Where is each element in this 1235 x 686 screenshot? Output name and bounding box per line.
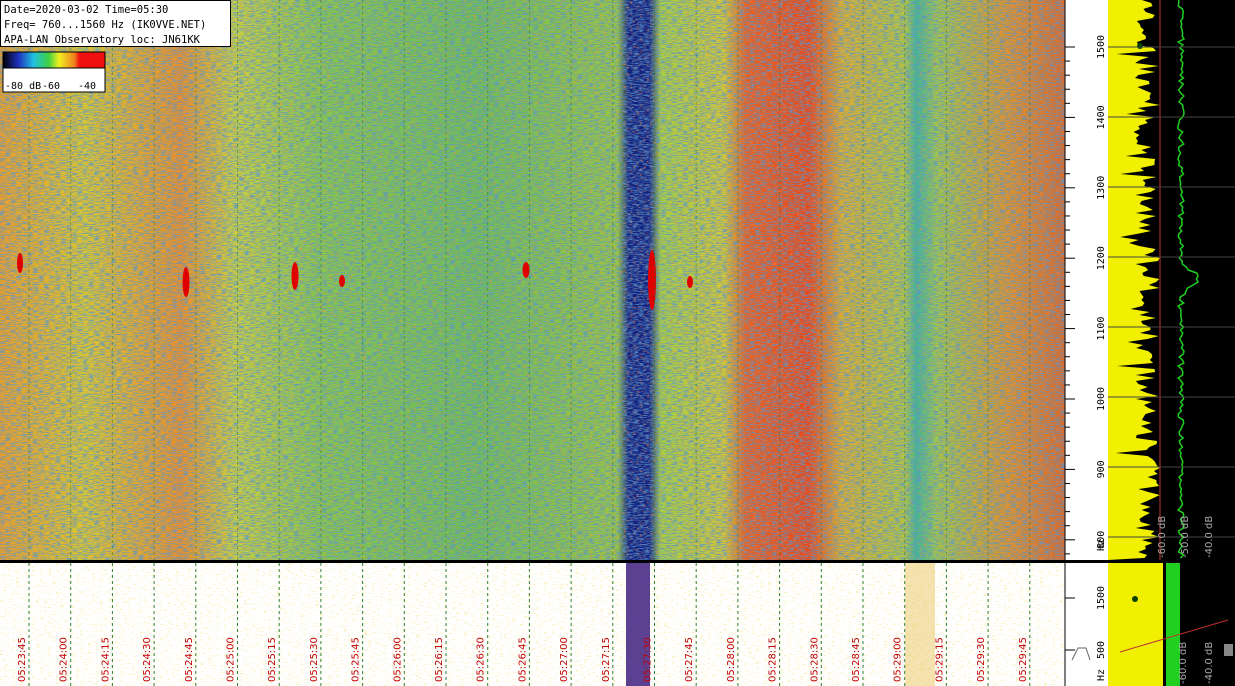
freq-unit: Hz bbox=[1096, 669, 1107, 681]
freq-tick-label: 1400 bbox=[1096, 105, 1107, 129]
meteor-echo bbox=[523, 262, 530, 278]
freq-tick-label: 900 bbox=[1096, 460, 1107, 478]
time-label: 05:29:30 bbox=[976, 637, 987, 682]
marker bbox=[1137, 43, 1143, 49]
info-line: APA-LAN Observatory loc: JN61KK bbox=[4, 34, 201, 46]
level-label: -60.0 dB bbox=[1157, 516, 1168, 558]
time-label: 05:25:00 bbox=[226, 637, 237, 682]
time-label: 05:24:45 bbox=[184, 637, 195, 682]
time-label: 05:29:00 bbox=[893, 637, 904, 682]
lower-spectrum-fill bbox=[1108, 563, 1163, 686]
waterfall bbox=[0, 0, 1065, 560]
time-label: 05:27:45 bbox=[684, 637, 695, 682]
lower-band bbox=[905, 563, 935, 686]
separator bbox=[0, 560, 1235, 563]
color-bar-label: -40 bbox=[78, 81, 96, 92]
freq-tick-label: 1500 bbox=[1096, 35, 1107, 59]
freq-tick-label: 1200 bbox=[1096, 246, 1107, 270]
time-label: 05:24:15 bbox=[100, 637, 111, 682]
meteor-echo bbox=[17, 253, 23, 273]
time-label: 05:26:45 bbox=[517, 637, 528, 682]
time-label: 05:27:30 bbox=[643, 637, 654, 682]
level-label: -50.0 dB bbox=[1180, 516, 1191, 558]
scroll-handle bbox=[1224, 644, 1233, 656]
time-label: 05:26:15 bbox=[434, 637, 445, 682]
time-label: 05:28:30 bbox=[809, 637, 820, 682]
freq-tick-label: 500 bbox=[1096, 641, 1107, 659]
color-bar-label: -80 dB bbox=[5, 81, 41, 92]
time-label: 05:27:15 bbox=[601, 637, 612, 682]
waterfall-texture bbox=[0, 0, 1065, 560]
time-label: 05:24:30 bbox=[142, 637, 153, 682]
freq-tick-label: 1300 bbox=[1096, 176, 1107, 200]
lower-freq-axis-panel bbox=[1065, 563, 1108, 686]
meteor-echo bbox=[292, 262, 299, 290]
time-label: 05:25:45 bbox=[351, 637, 362, 682]
meteor-echo bbox=[339, 275, 345, 287]
time-label: 05:24:00 bbox=[59, 637, 70, 682]
freq-unit: Hz bbox=[1096, 539, 1107, 551]
level-label: -40.0 dB bbox=[1204, 516, 1215, 558]
color-bar-label: -60 bbox=[42, 81, 60, 92]
time-label: 05:28:00 bbox=[726, 637, 737, 682]
spectrogram-screen: 150014001300120011001000900800Hz -60.0 d… bbox=[0, 0, 1235, 686]
meteor-echo bbox=[687, 276, 693, 288]
freq-tick-label: 1100 bbox=[1096, 317, 1107, 341]
time-label: 05:29:15 bbox=[934, 637, 945, 682]
info-line: Freq= 760...1560 Hz (IK0VVE.NET) bbox=[4, 19, 206, 31]
info-line: Date=2020-03-02 Time=05:30 bbox=[4, 4, 168, 16]
freq-tick-label: 1500 bbox=[1096, 586, 1107, 610]
color-bar bbox=[3, 52, 105, 68]
time-label: 05:23:45 bbox=[17, 637, 28, 682]
time-label: 05:27:00 bbox=[559, 637, 570, 682]
level-label: -60.0 dB bbox=[1178, 642, 1189, 684]
time-label: 05:28:15 bbox=[768, 637, 779, 682]
time-label: 05:26:30 bbox=[476, 637, 487, 682]
meteor-echo bbox=[183, 267, 190, 297]
time-label: 05:29:45 bbox=[1018, 637, 1029, 682]
time-label: 05:25:30 bbox=[309, 637, 320, 682]
time-label: 05:28:45 bbox=[851, 637, 862, 682]
time-label: 05:26:00 bbox=[392, 637, 403, 682]
marker bbox=[1132, 596, 1138, 602]
level-label: -40.0 dB bbox=[1204, 642, 1215, 684]
freq-tick-label: 1000 bbox=[1096, 387, 1107, 411]
page: {"header": {"lines": ["Date=2020-03-02 T… bbox=[0, 0, 1235, 686]
time-label: 05:25:15 bbox=[267, 637, 278, 682]
